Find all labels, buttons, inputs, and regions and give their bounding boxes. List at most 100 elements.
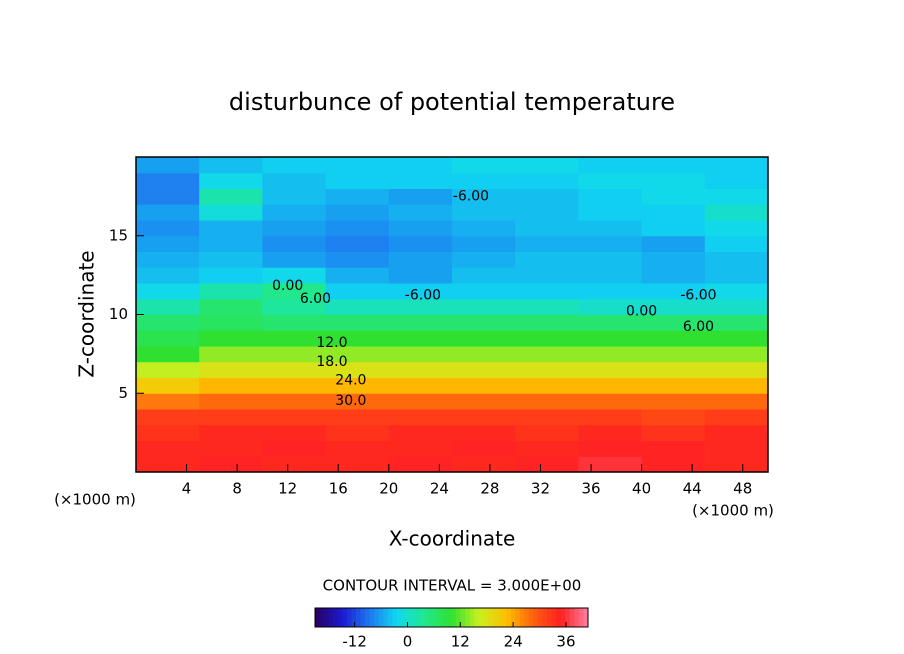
colorbar-swatch	[446, 608, 452, 627]
field-cell	[136, 204, 200, 221]
field-cell	[199, 298, 263, 315]
field-cell	[704, 235, 769, 252]
field-cell	[704, 424, 769, 441]
field-cell	[704, 172, 769, 189]
field-cell	[199, 377, 263, 394]
contour-label: 6.00	[683, 319, 714, 335]
field-cell	[262, 220, 327, 237]
field-cell	[262, 330, 327, 347]
field-cell	[388, 393, 453, 410]
field-cell	[136, 409, 200, 426]
field-cell	[452, 456, 516, 473]
field-cell	[704, 346, 769, 363]
field-cell	[515, 456, 579, 473]
field-cell	[452, 330, 516, 347]
colorbar-swatch	[542, 608, 548, 627]
field-cell	[452, 346, 516, 363]
field-cell	[199, 456, 263, 473]
colorbar-swatch	[519, 608, 525, 627]
field-cell	[515, 361, 579, 378]
field-cell	[136, 330, 200, 347]
colorbar-swatch	[355, 608, 361, 627]
x-tick-label: 44	[683, 480, 702, 498]
field-cell	[199, 283, 263, 300]
field-cell	[578, 409, 643, 426]
colorbar-tick-label: 0	[403, 633, 413, 651]
colorbar-swatch	[374, 608, 380, 627]
field-cell	[641, 235, 706, 252]
x-tick-label: 20	[379, 480, 398, 498]
field-cell	[325, 314, 390, 331]
field-cell	[578, 172, 643, 189]
colorbar-swatch	[387, 608, 393, 627]
field-cell	[515, 409, 579, 426]
field-cell	[704, 251, 769, 268]
field-cell	[704, 314, 769, 331]
field-cell	[325, 267, 390, 284]
colorbar-tick-label: 36	[556, 633, 575, 651]
field-cell	[388, 283, 453, 300]
field-cell	[641, 456, 706, 473]
field-cell	[199, 188, 263, 205]
colorbar-swatch	[456, 608, 462, 627]
field-cell	[262, 204, 327, 221]
field-cell	[641, 172, 706, 189]
field-cell	[388, 314, 453, 331]
colorbar-swatch	[537, 608, 543, 627]
field-cell	[136, 314, 200, 331]
field-cell	[199, 267, 263, 284]
field-cell	[199, 393, 263, 410]
field-cell	[199, 330, 263, 347]
colorbar-swatch	[533, 608, 539, 627]
field-cell	[452, 424, 516, 441]
field-cell	[262, 235, 327, 252]
field-cell	[388, 456, 453, 473]
colorbar-tick-label: 24	[504, 633, 523, 651]
colorbar-swatch	[451, 608, 457, 627]
field-cell	[325, 361, 390, 378]
field-cell	[452, 377, 516, 394]
field-cell	[199, 440, 263, 457]
field-cell	[578, 456, 643, 473]
y-unit: (×1000 m)	[54, 491, 136, 509]
field-cell	[641, 424, 706, 441]
colorbar-swatch	[351, 608, 357, 627]
x-tick-label: 40	[632, 480, 651, 498]
field-cell	[704, 267, 769, 284]
colorbar-swatch	[551, 608, 557, 627]
field-cell	[388, 251, 453, 268]
colorbar-swatch	[342, 608, 348, 627]
field-cell	[388, 267, 453, 284]
colorbar-swatch	[474, 608, 480, 627]
field-cell	[641, 204, 706, 221]
field-cell	[515, 172, 579, 189]
field-cell	[388, 361, 453, 378]
colorbar-swatch	[428, 608, 434, 627]
colorbar-swatch	[324, 608, 330, 627]
field-cell	[388, 298, 453, 315]
field-cell	[515, 424, 579, 441]
field-cell	[325, 346, 390, 363]
colorbar-swatch	[424, 608, 430, 627]
field-cell	[262, 361, 327, 378]
field-cell	[578, 235, 643, 252]
contour-label: 0.00	[272, 278, 303, 294]
field-cell	[515, 393, 579, 410]
field-cell	[388, 409, 453, 426]
colorbar-swatch	[547, 608, 553, 627]
colorbar-swatch	[337, 608, 343, 627]
field-cell	[136, 361, 200, 378]
colorbar-tick-label: -12	[342, 633, 367, 651]
field-cell	[452, 298, 516, 315]
field-cell	[515, 220, 579, 237]
field-cell	[578, 314, 643, 331]
colorbar-swatch	[419, 608, 425, 627]
colorbar-swatch	[506, 608, 512, 627]
contour-label: 18.0	[316, 354, 347, 370]
field-cell	[199, 314, 263, 331]
field-cell	[515, 235, 579, 252]
field-cell	[515, 188, 579, 205]
field-cell	[704, 330, 769, 347]
field-cell	[704, 361, 769, 378]
